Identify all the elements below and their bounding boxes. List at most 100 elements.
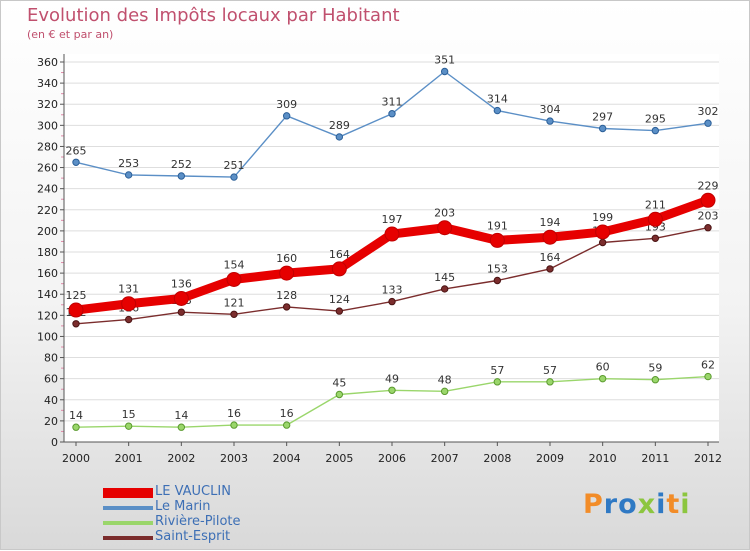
data-point-rivi-re-pilote — [177, 423, 186, 431]
data-point-le-marin — [124, 171, 133, 179]
x-tick-label: 2012 — [694, 452, 722, 465]
data-point-le-vauclin — [68, 302, 84, 318]
y-tick-label: 360 — [37, 56, 58, 69]
legend-swatch — [103, 506, 153, 510]
data-label-le-vauclin: 164 — [329, 248, 350, 261]
data-point-le-vauclin — [173, 290, 189, 306]
legend-label: LE VAUCLIN — [155, 484, 231, 499]
data-point-saint-esprit — [388, 297, 396, 306]
data-label-saint-esprit: 145 — [434, 271, 455, 284]
legend-swatch — [103, 521, 153, 525]
data-point-rivi-re-pilote — [335, 390, 344, 399]
y-tick-label: 0 — [51, 436, 58, 449]
data-point-le-marin — [598, 124, 607, 133]
data-label-saint-esprit: 128 — [276, 289, 297, 302]
data-label-saint-esprit: 153 — [487, 263, 508, 276]
legend-label: Saint-Esprit — [155, 529, 231, 544]
data-label-saint-esprit: 124 — [329, 293, 350, 306]
data-label-le-marin: 252 — [171, 158, 192, 171]
data-point-le-marin — [335, 133, 344, 141]
data-point-saint-esprit — [230, 310, 238, 318]
y-tick-label: 340 — [37, 77, 58, 90]
data-label-rivi-re-pilote: 57 — [490, 364, 504, 377]
x-tick-label: 2004 — [273, 452, 301, 465]
y-tick-label: 80 — [44, 352, 58, 365]
data-label-le-marin: 309 — [276, 98, 297, 111]
data-label-le-vauclin: 131 — [118, 283, 139, 296]
y-tick-label: 200 — [37, 225, 58, 238]
data-point-saint-esprit — [282, 303, 291, 311]
y-tick-label: 20 — [44, 415, 58, 428]
x-tick-label: 2003 — [220, 452, 248, 465]
data-label-rivi-re-pilote: 60 — [596, 361, 610, 374]
data-point-saint-esprit — [651, 234, 660, 242]
data-point-saint-esprit — [335, 307, 344, 315]
data-label-saint-esprit: 164 — [540, 251, 561, 264]
proxiti-logo: Proxiti — [583, 489, 691, 520]
x-tick-label: 2008 — [483, 452, 511, 465]
data-point-rivi-re-pilote — [651, 376, 660, 384]
data-label-le-marin: 351 — [434, 54, 455, 67]
data-point-le-marin — [493, 106, 502, 115]
x-tick-label: 2005 — [325, 452, 353, 465]
data-label-le-vauclin: 191 — [487, 219, 508, 232]
data-label-le-marin: 251 — [224, 159, 245, 172]
data-label-saint-esprit: 133 — [382, 284, 403, 297]
data-label-saint-esprit: 203 — [698, 210, 719, 223]
data-point-rivi-re-pilote — [230, 421, 238, 429]
data-point-rivi-re-pilote — [440, 387, 449, 396]
data-label-le-vauclin: 194 — [540, 216, 561, 229]
data-label-rivi-re-pilote: 62 — [701, 359, 715, 372]
data-point-saint-esprit — [72, 320, 80, 328]
x-tick-label: 2010 — [589, 452, 617, 465]
data-point-le-vauclin — [437, 220, 453, 236]
data-point-le-vauclin — [384, 226, 400, 242]
data-label-le-marin: 304 — [540, 103, 561, 116]
data-label-saint-esprit: 121 — [224, 296, 245, 309]
data-point-saint-esprit — [177, 308, 186, 316]
data-point-rivi-re-pilote — [493, 378, 502, 386]
legend-label: Rivière-Pilote — [155, 514, 241, 529]
data-point-saint-esprit — [704, 224, 712, 232]
data-label-le-marin: 265 — [66, 144, 87, 157]
data-label-le-marin: 311 — [382, 96, 403, 109]
legend-swatch — [103, 536, 153, 540]
data-point-le-marin — [230, 173, 238, 181]
y-tick-label: 180 — [37, 246, 58, 259]
data-point-saint-esprit — [124, 315, 133, 324]
data-point-le-vauclin — [121, 296, 137, 312]
y-tick-label: 220 — [37, 204, 58, 217]
data-point-le-marin — [177, 172, 186, 180]
y-tick-label: 60 — [44, 373, 58, 386]
data-point-le-vauclin — [647, 211, 663, 227]
logo-letter: P — [583, 489, 604, 520]
logo-letter: i — [680, 489, 691, 520]
y-tick-label: 140 — [37, 288, 58, 301]
data-label-le-vauclin: 199 — [592, 211, 613, 224]
data-label-rivi-re-pilote: 14 — [69, 409, 83, 422]
legend-label: Le Marin — [155, 499, 211, 514]
data-point-saint-esprit — [440, 285, 449, 293]
data-point-le-vauclin — [489, 232, 505, 248]
data-label-rivi-re-pilote: 48 — [438, 373, 452, 386]
x-tick-label: 2009 — [536, 452, 564, 465]
data-point-rivi-re-pilote — [388, 386, 396, 394]
x-tick-label: 2007 — [431, 452, 459, 465]
data-label-rivi-re-pilote: 14 — [174, 409, 188, 422]
data-label-le-marin: 297 — [592, 111, 613, 124]
data-label-rivi-re-pilote: 59 — [648, 362, 662, 375]
data-label-le-vauclin: 197 — [382, 213, 403, 226]
y-tick-label: 120 — [37, 309, 58, 322]
data-label-le-vauclin: 136 — [171, 277, 192, 290]
legend-swatch — [103, 488, 153, 498]
data-point-le-marin — [651, 126, 660, 135]
data-label-le-vauclin: 125 — [66, 289, 87, 302]
data-label-rivi-re-pilote: 57 — [543, 364, 557, 377]
x-tick-label: 2001 — [115, 452, 143, 465]
data-label-rivi-re-pilote: 16 — [227, 407, 241, 420]
x-tick-label: 2002 — [167, 452, 195, 465]
y-tick-label: 160 — [37, 267, 58, 280]
data-point-le-vauclin — [700, 192, 716, 208]
logo-letter: i — [656, 489, 667, 520]
y-tick-label: 100 — [37, 330, 58, 343]
